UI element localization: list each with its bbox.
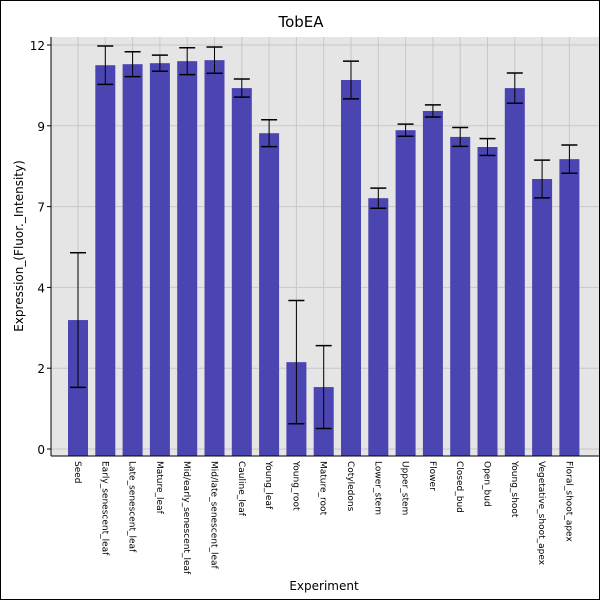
y-tick-label: 9	[37, 120, 45, 134]
bar	[231, 88, 252, 457]
x-tick-label: Lower_stem	[372, 461, 382, 515]
x-tick-label: Mature_root	[318, 461, 328, 516]
bar	[368, 198, 389, 456]
bar	[122, 64, 143, 456]
y-axis-label: Expression_(Fluor._Intensity)	[12, 160, 26, 332]
bar	[422, 110, 443, 456]
x-tick-label: Mature_leaf	[154, 461, 164, 515]
x-tick-label: Young_shoot	[509, 460, 519, 518]
x-tick-label: Floral_shoot_apex	[563, 461, 573, 542]
x-tick-label: Early_senescent_leaf	[99, 461, 109, 556]
x-tick-label: Cauline_leaf	[236, 461, 246, 517]
bar	[204, 60, 225, 457]
x-axis-label: Experiment	[289, 579, 359, 593]
bar	[259, 133, 280, 456]
x-tick-label: Late_senescent_leaf	[127, 461, 137, 553]
x-tick-label: Cotyledons	[345, 461, 355, 512]
y-tick-label: 7	[37, 201, 45, 215]
x-tick-label: Young_leaf	[263, 460, 273, 510]
bar	[395, 130, 416, 456]
x-tick-label: Upper_stem	[400, 461, 410, 515]
x-tick-label: Open_bud	[482, 461, 492, 507]
bar	[559, 159, 580, 456]
x-tick-label: Seed	[72, 461, 82, 484]
x-tick-label: Mid/early_senescent_leaf	[181, 461, 191, 575]
bar	[177, 61, 198, 456]
chart-title: TobEA	[277, 13, 324, 31]
bar	[341, 80, 361, 456]
x-tick-label: Flower	[427, 461, 437, 491]
x-tick-label: Vegetative_shoot_apex	[536, 461, 546, 566]
bar	[149, 63, 170, 457]
y-tick-label: 12	[30, 39, 45, 53]
bar	[504, 88, 525, 457]
y-tick-label: 0	[37, 443, 45, 457]
x-tick-label: Young_root	[290, 460, 300, 511]
bar	[532, 178, 553, 456]
bar	[477, 147, 498, 456]
y-tick-label: 4	[37, 281, 45, 295]
x-tick-label: Mid/late_senescent_leaf	[209, 461, 219, 570]
x-tick-label: Closed_bud	[454, 461, 464, 513]
y-tick-label: 2	[37, 362, 45, 376]
bar	[450, 136, 471, 456]
bar	[95, 65, 116, 456]
